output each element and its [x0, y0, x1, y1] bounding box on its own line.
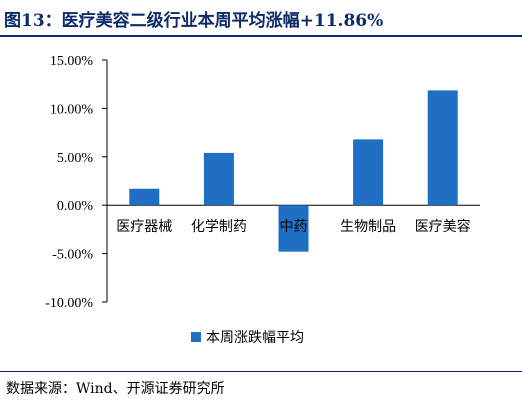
bar: [129, 188, 160, 206]
title-rule: [0, 35, 522, 37]
y-tick-label: 15.00%: [50, 54, 94, 69]
legend: 本周涨跌幅平均: [191, 330, 304, 346]
x-category-label: 生物制品: [340, 219, 396, 235]
bar: [203, 152, 234, 206]
y-tick-label: 0.00%: [57, 199, 94, 214]
y-axis-ticks: 15.00% 10.00% 5.00% 0.00% -5.00% -10.00%: [45, 54, 107, 311]
y-tick-label: 5.00%: [57, 151, 94, 166]
y-tick-label: -10.00%: [45, 296, 93, 311]
x-category-label: 中药: [280, 219, 308, 235]
y-tick-label: 10.00%: [50, 102, 94, 117]
x-category-label: 医疗器械: [116, 219, 172, 235]
legend-label: 本周涨跌幅平均: [206, 330, 304, 346]
chart-axes: [106, 60, 480, 302]
x-category-label: 化学制药: [191, 219, 247, 235]
chart-bars: [129, 90, 458, 252]
x-axis-categories: 医疗器械 化学制药 中药 生物制品 医疗美容: [116, 218, 470, 235]
legend-swatch: [191, 332, 201, 342]
bar: [278, 205, 309, 252]
bar: [427, 90, 458, 206]
bar: [353, 139, 384, 206]
footer-rule: [0, 371, 522, 372]
figure-title: 图13：医疗美容二级行业本周平均涨幅+11.86%: [4, 11, 384, 31]
x-category-label: 医疗美容: [415, 218, 471, 235]
y-tick-label: -5.00%: [52, 248, 93, 263]
source-note: 数据来源：Wind、开源证券研究所: [6, 381, 225, 397]
